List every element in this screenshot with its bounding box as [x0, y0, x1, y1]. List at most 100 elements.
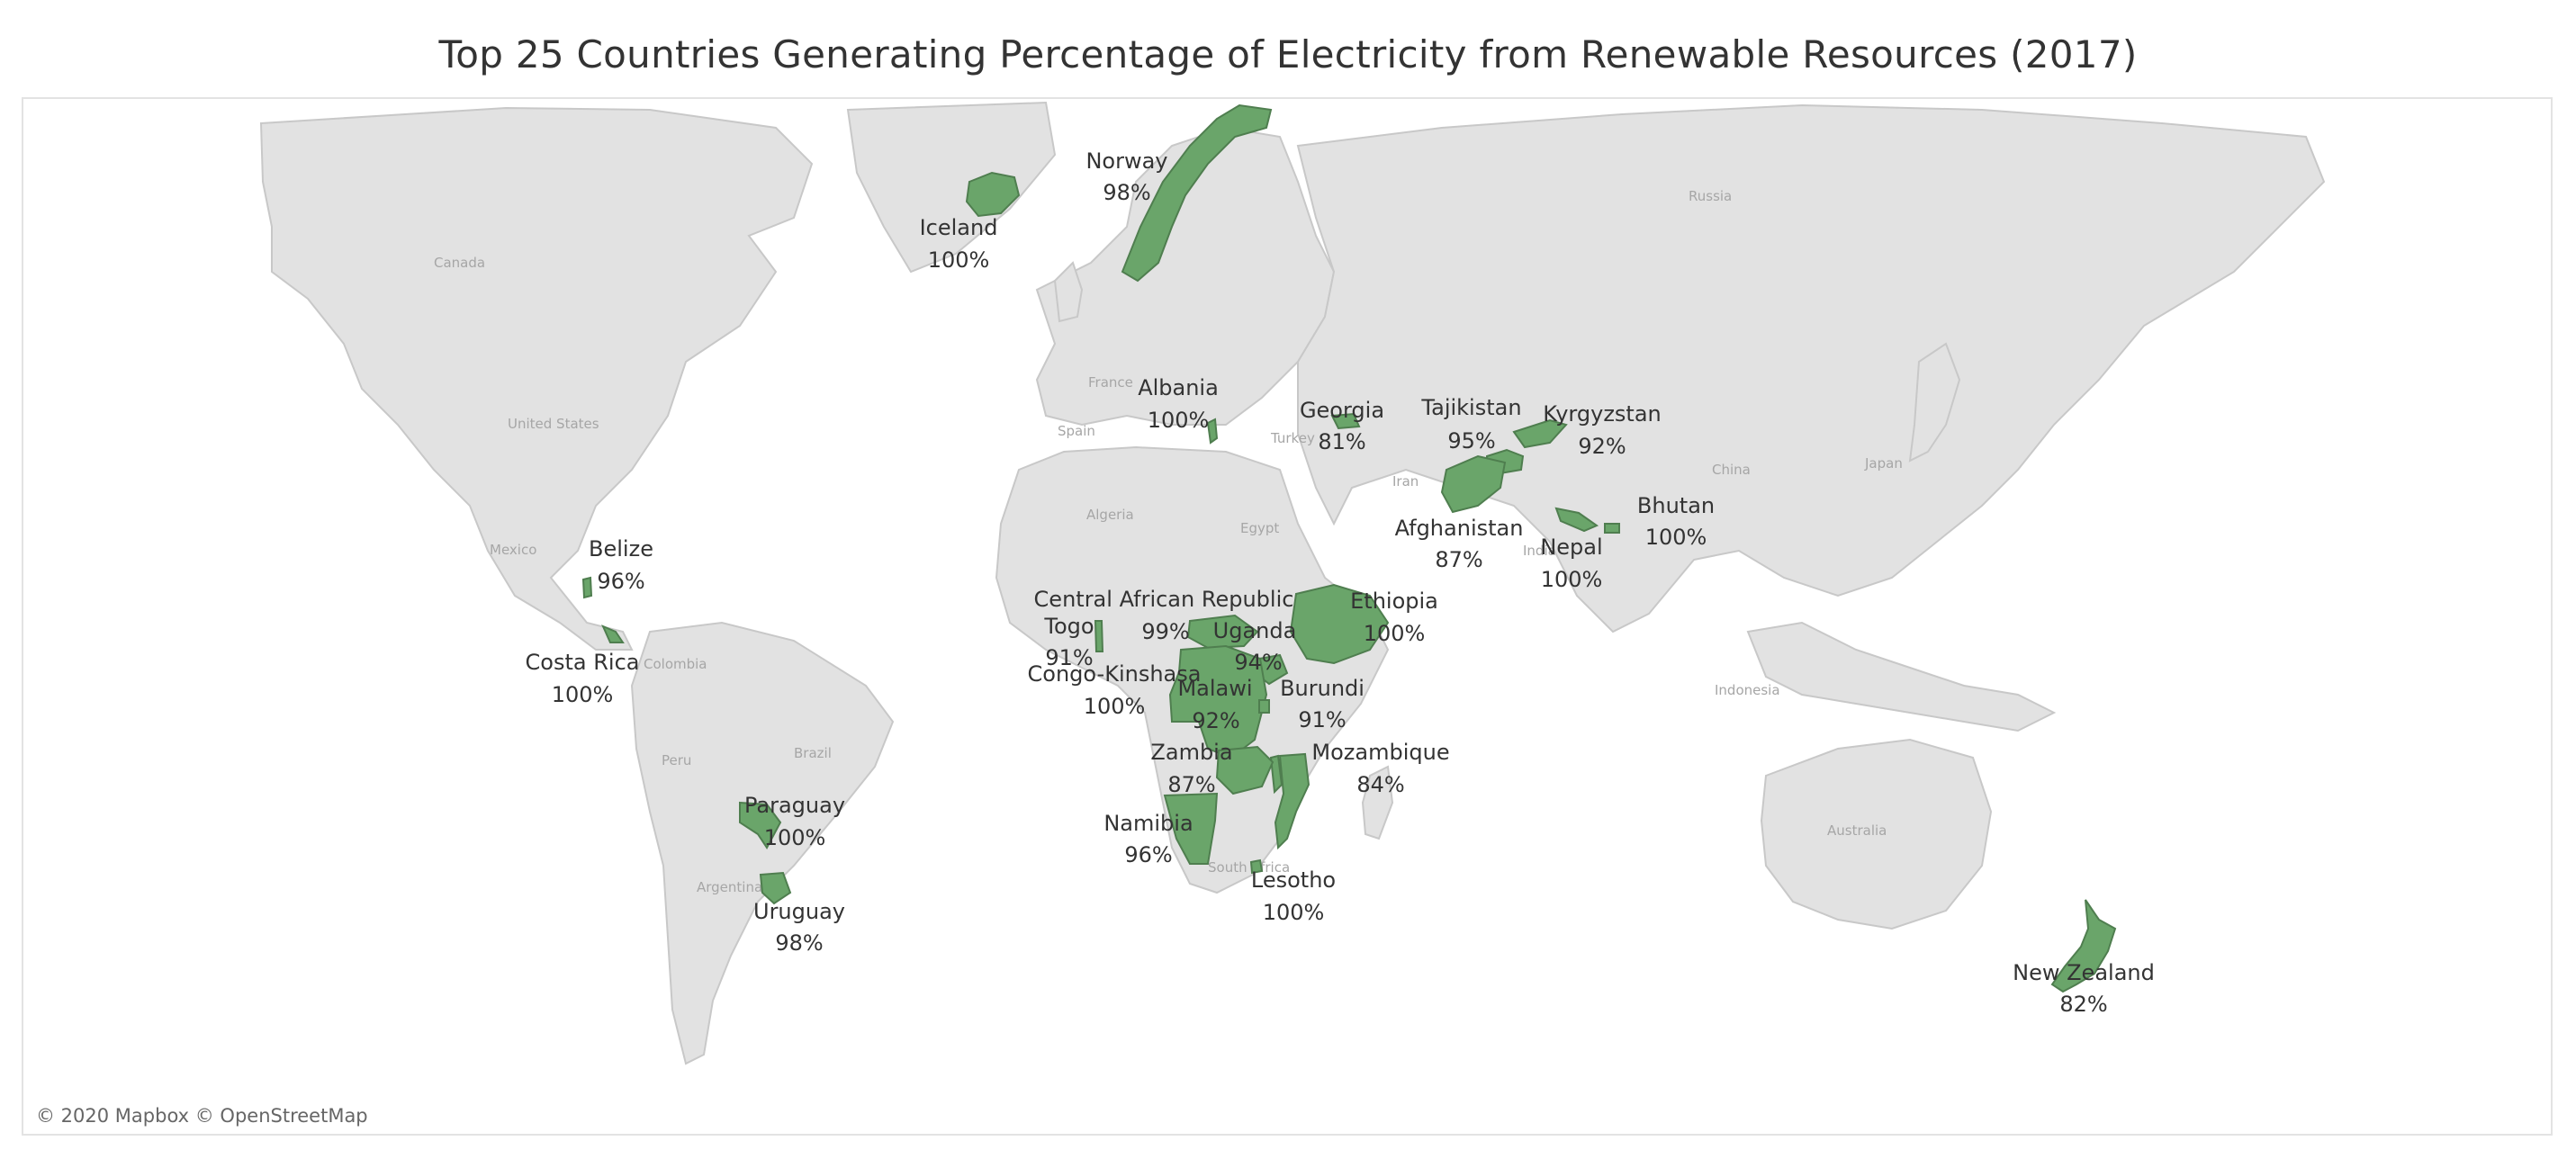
region-costa-rica[interactable]	[601, 624, 625, 643]
country-labels: Norway 98% Iceland 100% Albania 100% Geo…	[526, 148, 2155, 1017]
label-value-iceland: 100%	[928, 247, 990, 273]
label-egypt: Egypt	[1240, 520, 1279, 536]
region-bhutan[interactable]	[1604, 523, 1620, 534]
land-greenland	[846, 101, 1057, 274]
land-asia	[1296, 103, 2326, 633]
label-name-iceland: Iceland	[920, 215, 998, 240]
label-value-costa-rica: 100%	[552, 682, 614, 707]
region-belize[interactable]	[581, 576, 593, 599]
region-norway[interactable]	[1121, 103, 1273, 283]
region-togo[interactable]	[1094, 620, 1104, 652]
region-new-zealand[interactable]	[2050, 899, 2117, 993]
region-albania[interactable]	[1206, 418, 1219, 445]
region-afghanistan[interactable]	[1440, 454, 1507, 514]
label-value-norway: 98%	[1103, 180, 1150, 205]
region-nepal[interactable]	[1554, 507, 1599, 533]
land-indonesia	[1746, 621, 2057, 732]
region-paraguay[interactable]	[739, 801, 782, 849]
label-france: France	[1088, 374, 1133, 391]
region-central-african-republic[interactable]	[1186, 614, 1259, 650]
label-name-uruguay: Uruguay	[753, 899, 845, 924]
label-name-uganda: Uganda	[1213, 618, 1297, 643]
region-kyrgyzstan[interactable]	[1512, 418, 1568, 449]
region-namibia[interactable]	[1163, 792, 1219, 865]
land-uk	[1053, 261, 1084, 323]
label-value-new-zealand: 82%	[2059, 992, 2107, 1017]
label-name-togo: Togo	[1043, 614, 1094, 639]
label-value-belize: 96%	[597, 569, 644, 594]
label-name-burundi: Burundi	[1280, 676, 1365, 701]
label-spain: Spain	[1058, 423, 1095, 439]
label-china: China	[1712, 462, 1751, 478]
label-value-tajikistan: 95%	[1447, 428, 1495, 454]
label-value-afghanistan: 87%	[1435, 547, 1482, 572]
label-name-nepal: Nepal	[1540, 535, 1602, 560]
label-value-central-african-republic: 99%	[1141, 619, 1189, 644]
land-japan	[1908, 342, 1961, 463]
label-value-bhutan: 100%	[1645, 525, 1707, 550]
label-canada: Canada	[434, 255, 485, 271]
label-name-congo-kinshasa: Congo-Kinshasa	[1028, 661, 1202, 687]
label-value-mozambique: 84%	[1356, 772, 1404, 797]
label-value-georgia: 81%	[1318, 429, 1365, 454]
label-value-paraguay: 100%	[764, 825, 826, 850]
label-algeria: Algeria	[1086, 507, 1134, 523]
label-name-central-african-republic: Central African Republic	[1034, 587, 1294, 612]
label-name-afghanistan: Afghanistan	[1395, 516, 1524, 541]
label-value-zambia: 87%	[1167, 772, 1215, 797]
label-south-africa: South Africa	[1208, 859, 1290, 876]
label-name-mozambique: Mozambique	[1311, 740, 1449, 765]
land-australia	[1760, 738, 1993, 930]
region-iceland[interactable]	[965, 171, 1021, 218]
label-russia: Russia	[1689, 188, 1732, 204]
label-value-togo: 91%	[1045, 645, 1093, 670]
map-canvas[interactable]: Russia Canada United States China Japan …	[22, 97, 2553, 1136]
label-value-uruguay: 98%	[775, 930, 823, 956]
label-name-namibia: Namibia	[1103, 811, 1193, 836]
map-attribution[interactable]: © 2020 Mapbox © OpenStreetMap	[36, 1105, 368, 1127]
label-name-malawi: Malawi	[1177, 676, 1252, 701]
map-title: Top 25 Countries Generating Percentage o…	[438, 32, 2138, 76]
label-name-lesotho: Lesotho	[1251, 867, 1336, 893]
label-mexico: Mexico	[490, 542, 536, 558]
label-iran: Iran	[1392, 473, 1419, 490]
label-value-congo-kinshasa: 100%	[1084, 694, 1146, 719]
region-zambia[interactable]	[1215, 745, 1274, 795]
label-value-lesotho: 100%	[1263, 900, 1325, 925]
label-colombia: Colombia	[644, 656, 707, 672]
land-south-america	[630, 621, 895, 1065]
label-name-ethiopia: Ethiopia	[1350, 588, 1438, 614]
world-map[interactable]: Russia Canada United States China Japan …	[23, 99, 2551, 1134]
land-north-america	[259, 106, 814, 651]
label-value-burundi: 91%	[1298, 707, 1346, 732]
label-argentina: Argentina	[697, 879, 762, 895]
label-name-new-zealand: New Zealand	[2013, 960, 2155, 985]
label-value-malawi: 92%	[1192, 708, 1239, 733]
land-madagascar	[1361, 765, 1394, 840]
region-uruguay[interactable]	[759, 871, 792, 905]
label-name-albania: Albania	[1138, 375, 1219, 400]
label-name-paraguay: Paraguay	[744, 793, 845, 818]
label-japan: Japan	[1864, 455, 1903, 472]
label-name-georgia: Georgia	[1300, 398, 1384, 423]
label-name-zambia: Zambia	[1150, 740, 1232, 765]
highlighted-countries[interactable]	[581, 103, 2117, 993]
label-name-costa-rica: Costa Rica	[526, 650, 640, 675]
label-indonesia: Indonesia	[1715, 682, 1780, 698]
region-burundi[interactable]	[1258, 699, 1270, 714]
label-value-namibia: 96%	[1124, 842, 1172, 867]
label-value-albania: 100%	[1148, 408, 1210, 433]
label-united-states: United States	[508, 416, 599, 432]
label-name-tajikistan: Tajikistan	[1420, 395, 1521, 420]
label-peru: Peru	[662, 752, 691, 768]
region-mozambique[interactable]	[1274, 752, 1311, 850]
label-brazil: Brazil	[794, 745, 832, 761]
region-malawi[interactable]	[1269, 754, 1283, 795]
region-georgia[interactable]	[1330, 412, 1361, 430]
label-name-norway: Norway	[1085, 148, 1167, 174]
label-turkey: Turkey	[1270, 430, 1315, 446]
label-india: India	[1523, 543, 1556, 559]
region-lesotho[interactable]	[1249, 858, 1264, 875]
label-value-kyrgyzstan: 92%	[1578, 434, 1626, 459]
region-ethiopia[interactable]	[1289, 583, 1390, 665]
